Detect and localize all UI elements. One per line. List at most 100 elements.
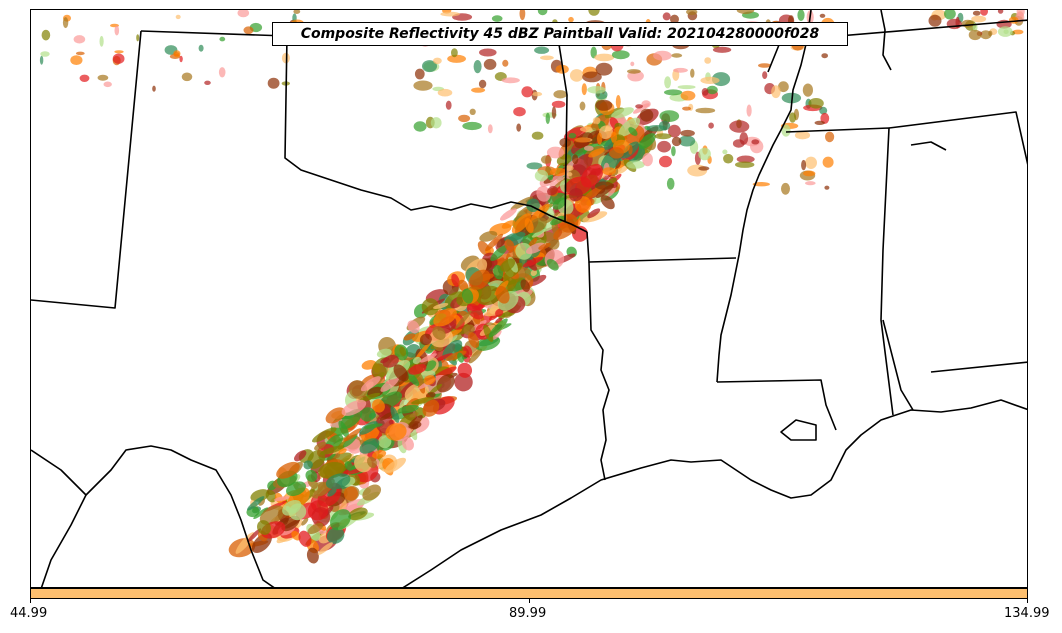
reflectivity-blob [103,81,112,88]
reflectivity-blob [528,238,538,248]
boundary-ar-la [586,231,737,263]
reflectivity-blob [483,58,497,70]
reflectivity-blob [659,155,672,168]
reflectivity-blob [372,399,385,413]
reflectivity-blob [771,85,781,99]
reflectivity-blob [181,72,193,82]
reflectivity-blob [303,460,313,470]
reflectivity-blob [641,100,651,108]
reflectivity-blob [611,107,634,119]
reflectivity-blob [112,53,125,64]
reflectivity-blob [611,50,630,60]
reflectivity-blob [591,123,599,131]
reflectivity-blob [114,50,124,54]
reflectivity-blob [414,68,425,80]
reflectivity-blob [412,356,422,365]
reflectivity-blob [654,133,672,140]
reflectivity-blob [758,63,772,68]
boundary-tx-la [588,261,610,481]
map-title: Composite Reflectivity 45 dBZ Paintball … [272,22,848,46]
reflectivity-blob [379,412,394,421]
reflectivity-blob [746,104,752,117]
reflectivity-blob [579,101,586,111]
boundary-la-ms [716,379,837,431]
reflectivity-blob [457,362,473,378]
colorbar-tick-label-mid: 89.99 [509,606,547,621]
reflectivity-blob [572,154,579,165]
reflectivity-blob [666,177,675,190]
reflectivity-blob [348,380,368,399]
reflectivity-blob [516,123,522,132]
colorbar [30,588,1028,599]
colorbar-tick-label-min: 44.99 [10,606,48,621]
reflectivity-blob [686,10,698,16]
reflectivity-blob [513,107,526,117]
reflectivity-blob [599,125,613,140]
reflectivity-blob [408,364,427,375]
reflectivity-blob [682,106,692,111]
reflectivity-blob [520,279,530,292]
boundary-ok-ar [557,37,568,223]
reflectivity-blob [293,10,301,14]
reflectivity-blob [382,354,399,368]
reflectivity-blob [549,167,567,177]
reflectivity-blob [409,412,419,418]
reflectivity-blob [824,185,830,190]
reflectivity-blob [671,146,676,157]
gulf-coastline [402,399,1027,587]
reflectivity-blob [531,228,546,238]
reflectivity-blob [658,120,671,131]
reflectivity-blob [447,54,466,63]
reflectivity-blob [537,10,548,16]
reflectivity-blob [307,523,324,534]
reflectivity-blob [588,10,600,16]
boundary-tx-mexico [31,445,275,587]
reflectivity-paintball-layer [39,10,1025,564]
reflectivity-blob [384,457,407,474]
reflectivity-blob [491,15,503,22]
reflectivity-blob [524,218,534,234]
reflectivity-blob [433,308,457,327]
reflectivity-blob [502,59,509,67]
reflectivity-blob [385,423,407,441]
reflectivity-blob [808,98,824,109]
reflectivity-blob [330,509,351,531]
reflectivity-blob [179,55,183,63]
reflectivity-blob [451,48,458,58]
reflectivity-blob [469,108,476,116]
reflectivity-blob [468,332,480,349]
reflectivity-blob [306,547,319,564]
reflectivity-blob [639,108,654,122]
reflectivity-blob [545,112,550,125]
reflectivity-blob [580,163,604,188]
reflectivity-blob [360,376,381,392]
reflectivity-blob [690,68,695,78]
reflectivity-blob [819,106,828,115]
reflectivity-blob [478,79,487,89]
reflectivity-blob [534,46,550,54]
reflectivity-blob [515,242,533,260]
reflectivity-blob [430,117,442,129]
reflectivity-blob [594,53,615,62]
reflectivity-blob [311,427,337,443]
reflectivity-blob [610,131,618,143]
reflectivity-blob [1012,29,1024,35]
reflectivity-blob [276,461,300,479]
reflectivity-blob [961,19,974,28]
reflectivity-blob [526,162,543,170]
reflectivity-blob [521,86,533,98]
reflectivity-blob [340,468,364,475]
reflectivity-blob [587,208,601,219]
reflectivity-blob [595,181,614,190]
reflectivity-blob [73,35,86,44]
reflectivity-blob [805,181,816,186]
reflectivity-blob [495,285,510,304]
reflectivity-blob [680,129,695,137]
map-canvas [31,10,1027,587]
reflectivity-blob [819,13,826,18]
reflectivity-blob [928,14,942,27]
reflectivity-blob [794,131,811,140]
reflectivity-blob [789,112,797,123]
reflectivity-blob [626,160,645,169]
reflectivity-blob [657,140,671,153]
